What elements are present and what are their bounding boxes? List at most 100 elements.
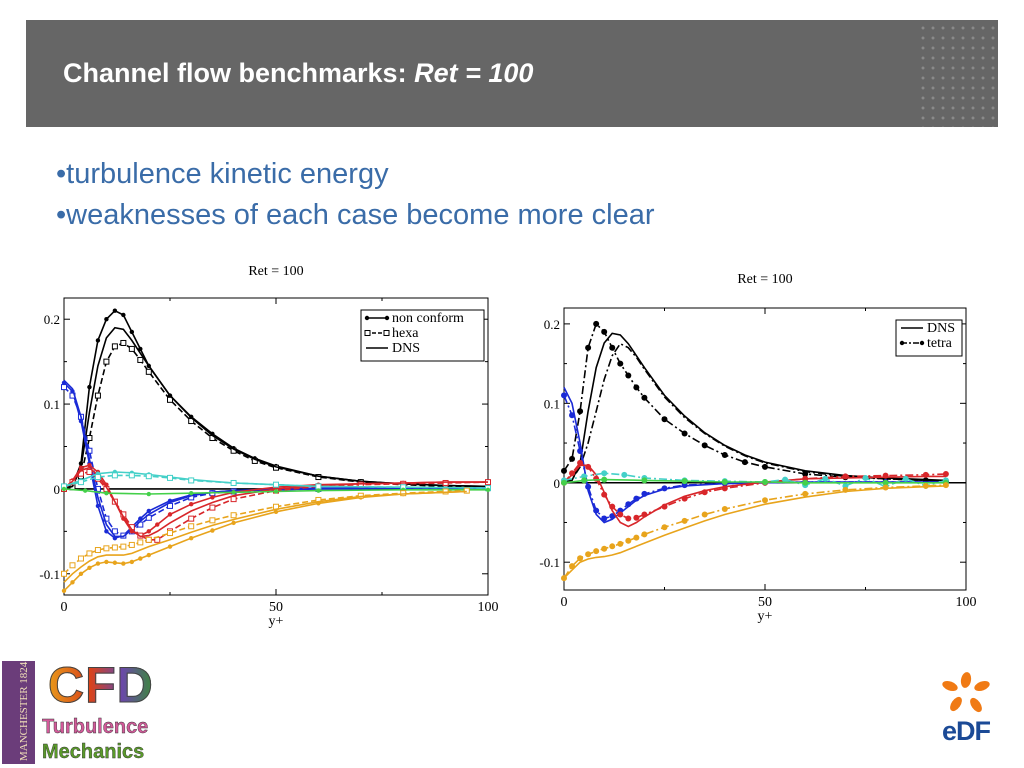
mechanics-text: Mechanics <box>42 741 145 763</box>
data-point <box>569 563 576 570</box>
chart-title: Ret = 100 <box>248 264 303 279</box>
legend-marker <box>384 315 390 321</box>
data-point <box>77 555 84 562</box>
data-point <box>641 490 648 497</box>
series-line <box>63 490 467 583</box>
data-point <box>561 575 567 582</box>
data-point <box>112 308 118 313</box>
series-line <box>63 490 467 592</box>
data-point <box>593 475 600 482</box>
edf-logo: eDF <box>938 672 998 752</box>
series-line <box>563 342 946 484</box>
data-point <box>231 490 236 495</box>
data-point <box>601 491 608 498</box>
data-point <box>94 392 101 399</box>
data-point <box>721 485 728 492</box>
data-point <box>802 490 809 497</box>
y-tick-label: 0 <box>554 476 561 491</box>
legend-marker <box>364 315 370 321</box>
data-point <box>601 328 608 335</box>
legend-marker <box>383 330 390 336</box>
x-tick-label: 50 <box>269 600 283 615</box>
data-point <box>625 515 632 522</box>
data-point <box>273 509 279 515</box>
data-point <box>128 472 135 479</box>
data-point <box>230 512 237 519</box>
data-point <box>167 544 173 549</box>
series-line <box>63 382 488 539</box>
data-point <box>104 559 109 565</box>
data-point <box>585 344 592 351</box>
data-point <box>577 447 584 454</box>
data-point <box>721 451 728 458</box>
data-point <box>593 548 600 555</box>
data-point <box>609 344 616 351</box>
data-point <box>585 551 592 558</box>
legend-label: tetra <box>927 336 953 351</box>
data-point <box>273 489 279 494</box>
x-axis-label: y+ <box>269 614 284 629</box>
cfd-logo: CFD Turbulence Mechanics <box>38 657 168 768</box>
data-point <box>601 470 608 477</box>
data-point <box>77 479 84 486</box>
data-point <box>129 329 135 335</box>
data-point <box>70 580 75 585</box>
data-point <box>882 472 889 479</box>
data-point <box>681 495 688 502</box>
data-point <box>561 467 567 474</box>
y-tick-label: -0.1 <box>539 555 560 570</box>
data-point <box>882 484 889 491</box>
data-point <box>569 412 576 419</box>
data-point <box>231 520 236 526</box>
data-point <box>661 485 668 492</box>
data-point <box>701 489 708 496</box>
data-point <box>167 530 173 537</box>
data-point <box>138 556 143 561</box>
series-line <box>563 322 946 482</box>
data-point <box>741 459 748 466</box>
data-point <box>94 474 101 481</box>
series-line <box>63 488 488 495</box>
data-point <box>942 482 949 489</box>
data-point <box>86 435 93 442</box>
legend-marker <box>919 340 925 346</box>
data-point <box>922 482 929 489</box>
data-point <box>569 455 576 462</box>
data-point <box>61 570 67 577</box>
data-point <box>942 471 949 478</box>
data-point <box>609 503 616 510</box>
x-tick-label: 50 <box>758 595 772 610</box>
data-point <box>128 541 135 548</box>
chart-left: Ret = 100 0 50 100 -0.1 0 0.1 0.2 y+ non conformh… <box>39 264 498 629</box>
data-point <box>762 463 768 470</box>
series-line <box>563 472 947 488</box>
y-tick-label: 0.1 <box>44 397 60 412</box>
data-point <box>721 505 728 512</box>
data-point <box>442 479 449 486</box>
data-point <box>210 495 215 500</box>
series-line <box>63 326 489 490</box>
data-point <box>209 517 216 524</box>
edf-text: eDF <box>942 716 991 746</box>
data-point <box>701 511 708 518</box>
series-line <box>563 395 946 520</box>
bullet-item: turbulence kinetic energy <box>56 154 655 195</box>
data-point <box>625 372 632 379</box>
data-point <box>167 512 173 517</box>
data-point <box>188 515 195 522</box>
data-point <box>95 503 101 509</box>
data-point <box>230 479 237 486</box>
data-point <box>121 312 126 318</box>
data-point <box>902 475 909 482</box>
data-point <box>601 545 608 552</box>
data-point <box>95 338 101 343</box>
data-point <box>641 531 648 538</box>
data-point <box>210 528 215 533</box>
data-point <box>137 356 144 363</box>
data-point <box>316 488 321 493</box>
legend-label: non conform <box>392 311 464 326</box>
y-tick-label: 0.2 <box>44 312 60 327</box>
data-point <box>78 465 84 470</box>
data-point <box>87 565 92 571</box>
